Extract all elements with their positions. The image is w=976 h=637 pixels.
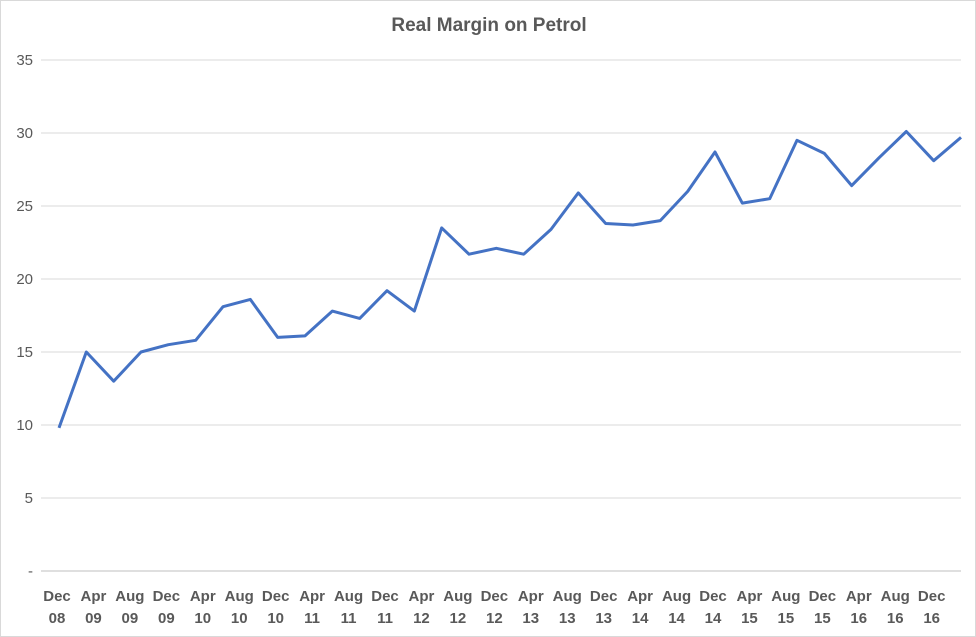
- y-tick-label: 25: [16, 198, 33, 215]
- x-tick-label: 16: [887, 610, 904, 627]
- chart-title: Real Margin on Petrol: [391, 15, 587, 36]
- x-tick-label: 13: [595, 610, 612, 627]
- x-tick-label: 13: [559, 610, 576, 627]
- x-tick-label: Dec: [918, 588, 946, 605]
- x-tick-label: Dec: [153, 588, 181, 605]
- y-tick-label: 20: [16, 271, 33, 288]
- x-tick-label: Apr: [190, 588, 216, 605]
- x-tick-label: 11: [304, 610, 320, 627]
- x-tick-label: Apr: [846, 588, 872, 605]
- y-tick-label: 15: [16, 344, 33, 361]
- x-tick-label: 16: [923, 610, 940, 627]
- x-tick-label: Dec: [371, 588, 399, 605]
- x-tick-label: Apr: [518, 588, 544, 605]
- x-tick-label: Aug: [771, 588, 800, 605]
- y-tick-label: 10: [16, 417, 33, 434]
- x-tick-label: 10: [267, 610, 284, 627]
- x-tick-label: Apr: [737, 588, 763, 605]
- x-tick-label: 15: [778, 610, 795, 627]
- x-tick-label: Dec: [809, 588, 837, 605]
- x-tick-label: Apr: [81, 588, 107, 605]
- series-line: [57, 130, 962, 429]
- x-tick-label: Apr: [299, 588, 325, 605]
- x-tick-label: 14: [668, 610, 685, 627]
- y-tick-label: 30: [16, 125, 33, 142]
- x-tick-label: 10: [231, 610, 248, 627]
- x-tick-label: Aug: [225, 588, 254, 605]
- x-tick-label: 12: [486, 610, 503, 627]
- x-tick-label: 08: [49, 610, 66, 627]
- x-tick-label: 09: [158, 610, 175, 627]
- x-tick-label: 10: [194, 610, 211, 627]
- x-tick-label: 15: [814, 610, 831, 627]
- y-tick-label: 35: [16, 52, 33, 69]
- x-tick-label: 12: [450, 610, 467, 627]
- x-tick-label: Dec: [43, 588, 71, 605]
- x-tick-label: 16: [850, 610, 867, 627]
- x-tick-label: Dec: [590, 588, 618, 605]
- x-tick-label: 12: [413, 610, 430, 627]
- x-tick-label: 09: [122, 610, 139, 627]
- x-tick-label: Dec: [699, 588, 727, 605]
- x-tick-label: Aug: [553, 588, 582, 605]
- x-tick-label: 09: [85, 610, 102, 627]
- x-tick-label: Aug: [443, 588, 472, 605]
- x-tick-label: Apr: [627, 588, 653, 605]
- x-tick-label: Apr: [409, 588, 435, 605]
- x-tick-label: 14: [632, 610, 649, 627]
- x-tick-label: Aug: [334, 588, 363, 605]
- x-tick-label: 14: [705, 610, 722, 627]
- x-tick-label: Aug: [662, 588, 691, 605]
- x-tick-label: Dec: [262, 588, 290, 605]
- x-tick-label: 11: [377, 610, 393, 627]
- x-tick-label: 11: [341, 610, 357, 627]
- x-tick-label: Dec: [481, 588, 509, 605]
- x-tick-label: 13: [522, 610, 539, 627]
- y-tick-label: -: [28, 563, 33, 580]
- x-tick-label: Aug: [881, 588, 910, 605]
- y-tick-label: 5: [25, 490, 33, 507]
- x-tick-label: Aug: [115, 588, 144, 605]
- x-tick-label: 15: [741, 610, 758, 627]
